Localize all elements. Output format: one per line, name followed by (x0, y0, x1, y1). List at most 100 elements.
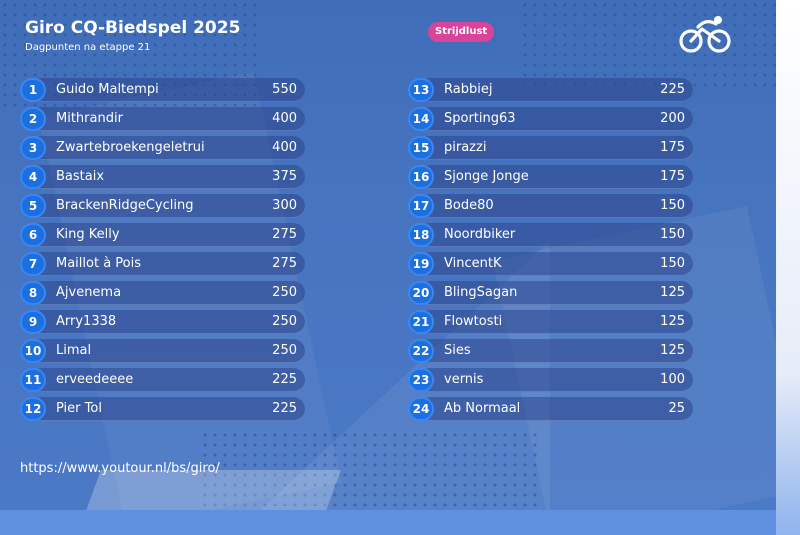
row-background (418, 194, 693, 218)
player-points: 300 (272, 198, 297, 213)
row-background (30, 252, 305, 276)
standings-row: 15 pirazzi 175 (408, 136, 693, 160)
row-background (30, 194, 305, 218)
standings-row: 3 Zwartebroekengeletrui 400 (20, 136, 305, 160)
player-points: 225 (660, 82, 685, 97)
player-name: Bastaix (56, 169, 105, 184)
rank-badge: 14 (408, 107, 434, 131)
standings-row: 24 Ab Normaal 25 (408, 397, 693, 421)
player-name: Limal (56, 343, 92, 358)
standings-row: 6 King Kelly 275 (20, 223, 305, 247)
player-points: 200 (660, 111, 685, 126)
row-background (418, 223, 693, 247)
standings-row: 7 Maillot à Pois 275 (20, 252, 305, 276)
rank-badge: 21 (408, 310, 434, 334)
player-points: 250 (272, 314, 297, 329)
row-background (30, 165, 305, 189)
standings-row: 5 BrackenRidgeCycling 300 (20, 194, 305, 218)
player-name: Mithrandir (56, 111, 123, 126)
row-background (418, 339, 693, 363)
standings-row: 4 Bastaix 375 (20, 165, 305, 189)
player-name: Guido Maltempi (56, 82, 159, 97)
row-background (418, 281, 693, 305)
player-name: vernis (444, 372, 484, 387)
page-title: Giro CQ-Biedspel 2025 (25, 18, 241, 38)
standings-row: 16 Sjonge Jonge 175 (408, 165, 693, 189)
rank-badge: 1 (20, 78, 46, 102)
row-background (418, 310, 693, 334)
player-points: 275 (272, 256, 297, 271)
page-subtitle: Dagpunten na etappe 21 (25, 42, 151, 53)
player-points: 225 (272, 372, 297, 387)
standings-row: 12 Pier Tol 225 (20, 397, 305, 421)
player-points: 550 (272, 82, 297, 97)
player-points: 150 (660, 198, 685, 213)
row-background (418, 78, 693, 102)
player-points: 25 (668, 401, 685, 416)
standings-row: 14 Sporting63 200 (408, 107, 693, 131)
player-points: 125 (660, 314, 685, 329)
player-name: Maillot à Pois (56, 256, 142, 271)
rank-badge: 3 (20, 136, 46, 160)
player-points: 275 (272, 227, 297, 242)
player-name: Ab Normaal (444, 401, 521, 416)
cyclist-logo-icon (679, 16, 731, 53)
decorative-dot-pattern (520, 0, 776, 90)
rank-badge: 22 (408, 339, 434, 363)
row-background (30, 107, 305, 131)
rank-badge: 8 (20, 281, 46, 305)
rank-badge: 18 (408, 223, 434, 247)
row-background (418, 252, 693, 276)
row-background (418, 397, 693, 421)
standings-row: 17 Bode80 150 (408, 194, 693, 218)
player-name: BrackenRidgeCycling (56, 198, 194, 213)
rank-badge: 17 (408, 194, 434, 218)
row-background (418, 165, 693, 189)
decorative-dot-pattern (200, 430, 540, 510)
rank-badge: 5 (20, 194, 46, 218)
player-points: 375 (272, 169, 297, 184)
decorative-shape (79, 470, 341, 510)
category-badge: Strijdlust (428, 22, 495, 42)
row-background (30, 281, 305, 305)
row-background (30, 368, 305, 392)
rank-badge: 6 (20, 223, 46, 247)
player-points: 175 (660, 140, 685, 155)
standings-row: 8 Ajvenema 250 (20, 281, 305, 305)
player-points: 150 (660, 256, 685, 271)
rank-badge: 23 (408, 368, 434, 392)
rank-badge: 10 (20, 339, 46, 363)
rank-badge: 7 (20, 252, 46, 276)
rank-badge: 15 (408, 136, 434, 160)
player-points: 100 (660, 372, 685, 387)
player-name: Rabbiej (444, 82, 493, 97)
standings-row: 13 Rabbiej 225 (408, 78, 693, 102)
row-background (30, 136, 305, 160)
standings-row: 9 Arry1338 250 (20, 310, 305, 334)
player-points: 400 (272, 140, 297, 155)
row-background (30, 397, 305, 421)
standings-row: 2 Mithrandir 400 (20, 107, 305, 131)
standings-row: 23 vernis 100 (408, 368, 693, 392)
rank-badge: 4 (20, 165, 46, 189)
player-points: 250 (272, 285, 297, 300)
player-name: Arry1338 (56, 314, 117, 329)
standings-row: 11 erveedeeee 225 (20, 368, 305, 392)
player-name: Sporting63 (444, 111, 516, 126)
rank-badge: 20 (408, 281, 434, 305)
rank-badge: 19 (408, 252, 434, 276)
standings-row: 1 Guido Maltempi 550 (20, 78, 305, 102)
row-background (418, 107, 693, 131)
standings-list-left: 1 Guido Maltempi 550 2 Mithrandir 400 3 Zwarteb… (20, 78, 305, 426)
rank-badge: 12 (20, 397, 46, 421)
player-name: Sjonge Jonge (444, 169, 529, 184)
player-points: 250 (272, 343, 297, 358)
player-points: 225 (272, 401, 297, 416)
standings-row: 20 BlingSagan 125 (408, 281, 693, 305)
standings-row: 22 Sies 125 (408, 339, 693, 363)
player-points: 150 (660, 227, 685, 242)
standings-row: 10 Limal 250 (20, 339, 305, 363)
rank-badge: 24 (408, 397, 434, 421)
player-name: Bode80 (444, 198, 494, 213)
player-name: BlingSagan (444, 285, 518, 300)
